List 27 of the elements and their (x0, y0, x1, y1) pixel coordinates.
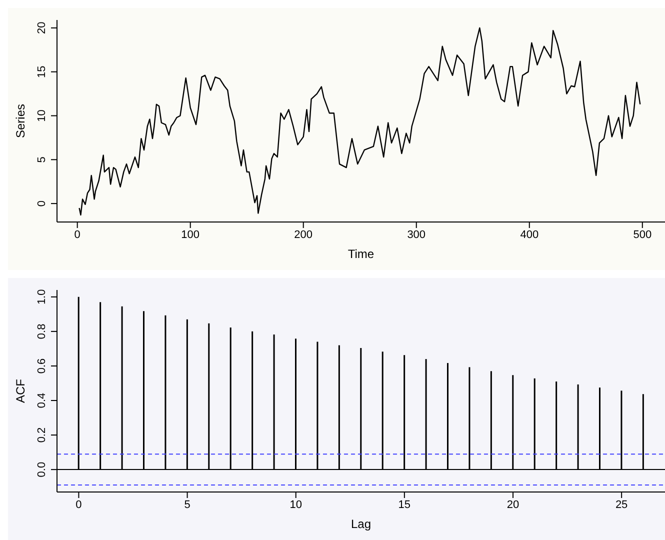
y-tick-label: 5 (36, 156, 48, 163)
x-tick-label: 500 (633, 228, 652, 241)
x-axis-title: Lag (350, 517, 372, 531)
y-tick-label: 10 (36, 110, 48, 122)
y-tick-label: 0.4 (36, 392, 48, 408)
x-axis-title: Time (348, 247, 374, 261)
x-tick-label: 0 (76, 498, 82, 511)
y-tick-label: 0.8 (36, 324, 48, 340)
y-tick-label: 15 (36, 66, 48, 78)
y-tick-label: 0 (36, 200, 48, 207)
x-tick-label: 20 (506, 498, 520, 511)
x-tick-label: 300 (407, 228, 426, 241)
x-tick-label: 0 (74, 228, 80, 241)
y-tick-label: 0.2 (36, 427, 48, 443)
x-tick-label: 100 (181, 228, 200, 241)
y-tick-label: 20 (36, 22, 48, 34)
y-tick-label: 0.0 (36, 462, 48, 478)
x-tick-label: 10 (290, 498, 302, 511)
x-tick-label: 5 (184, 498, 190, 511)
x-tick-label: 200 (294, 228, 313, 241)
x-tick-label: 400 (520, 228, 539, 241)
x-tick-label: 25 (615, 498, 628, 511)
y-tick-label: 1.0 (36, 289, 48, 305)
y-tick-label: 0.6 (36, 358, 48, 374)
y-axis-title: Series (13, 104, 28, 138)
y-axis-title: ACF (13, 379, 28, 403)
x-tick-label: 15 (398, 498, 411, 511)
